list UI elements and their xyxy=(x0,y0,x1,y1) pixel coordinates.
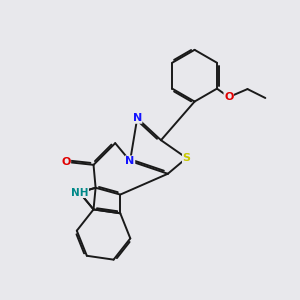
Text: O: O xyxy=(61,157,70,167)
Text: N: N xyxy=(133,113,142,123)
Text: S: S xyxy=(183,153,190,163)
Text: O: O xyxy=(224,92,233,102)
Text: N: N xyxy=(125,156,135,166)
Text: NH: NH xyxy=(71,188,88,197)
Text: NH: NH xyxy=(71,188,88,197)
